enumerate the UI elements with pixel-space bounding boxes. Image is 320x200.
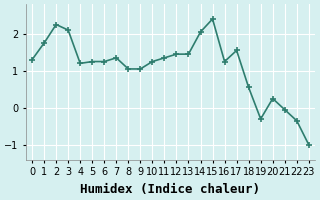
X-axis label: Humidex (Indice chaleur): Humidex (Indice chaleur)	[80, 183, 260, 196]
